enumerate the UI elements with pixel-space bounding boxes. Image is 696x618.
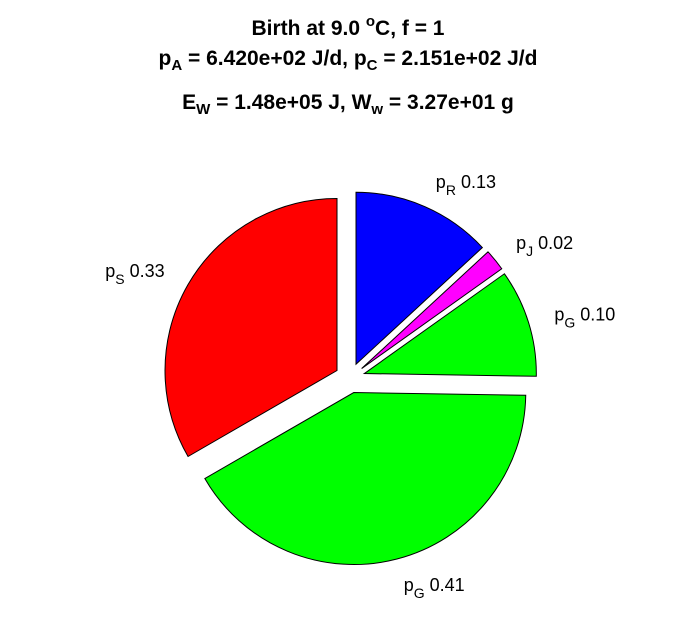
slice-label-subscript: G: [414, 585, 425, 601]
slice-label-value: 0.13: [456, 172, 496, 192]
pc-subscript: C: [366, 57, 378, 74]
ew-value: = 1.48e+05 J,: [210, 91, 352, 114]
slice-label-value: 0.02: [533, 233, 573, 253]
pc-value: = 2.151e+02 J/d: [377, 47, 538, 70]
title-text-rest: C, f = 1: [375, 17, 445, 40]
slice-label-value: 0.41: [425, 575, 465, 595]
slice-label-s-4: pS 0.33: [105, 261, 164, 287]
pa-symbol: p: [158, 47, 172, 70]
slice-label-g-3: pG 0.41: [404, 575, 465, 601]
slice-label-j-1: pJ 0.02: [516, 233, 573, 259]
chart-title-line-2: pA = 6.420e+02 J/d, pC = 2.151e+02 J/d: [0, 48, 696, 73]
pie-slice-s-4: [164, 197, 338, 458]
pie-slice-j-1: [361, 251, 503, 369]
slice-label-symbol: p: [436, 172, 446, 192]
slice-label-symbol: p: [516, 233, 526, 253]
ew-subscript: W: [196, 101, 211, 118]
pie-slice-g-3: [204, 392, 527, 565]
slice-label-subscript: J: [526, 243, 533, 259]
ww-symbol: W: [351, 91, 372, 114]
chart-title-line-3: EW = 1.48e+05 J, Ww = 3.27e+01 g: [0, 92, 696, 117]
slice-label-subscript: R: [446, 182, 456, 198]
slice-label-g-2: pG 0.10: [554, 304, 615, 330]
pie-slice-g-2: [362, 273, 537, 377]
pc-symbol: p: [353, 47, 367, 70]
pie-slice-r-0: [355, 191, 484, 366]
slice-label-symbol: p: [105, 261, 115, 281]
ew-symbol: E: [182, 91, 197, 114]
slice-label-value: 0.33: [125, 261, 165, 281]
chart-title-line-1: Birth at 9.0 oC, f = 1: [0, 14, 696, 39]
title-text: Birth at 9.0: [251, 17, 366, 40]
ww-subscript: w: [371, 101, 384, 118]
slice-label-symbol: p: [554, 304, 564, 324]
slice-label-subscript: G: [564, 314, 575, 330]
slice-label-subscript: S: [115, 271, 124, 287]
ww-value: = 3.27e+01 g: [383, 91, 514, 114]
pa-value: = 6.420e+02 J/d,: [182, 47, 354, 70]
slice-label-r-0: pR 0.13: [436, 172, 496, 198]
title-degree-sup: o: [365, 13, 376, 30]
slice-label-symbol: p: [404, 575, 414, 595]
slice-label-value: 0.10: [575, 304, 615, 324]
pa-subscript: A: [171, 57, 183, 74]
